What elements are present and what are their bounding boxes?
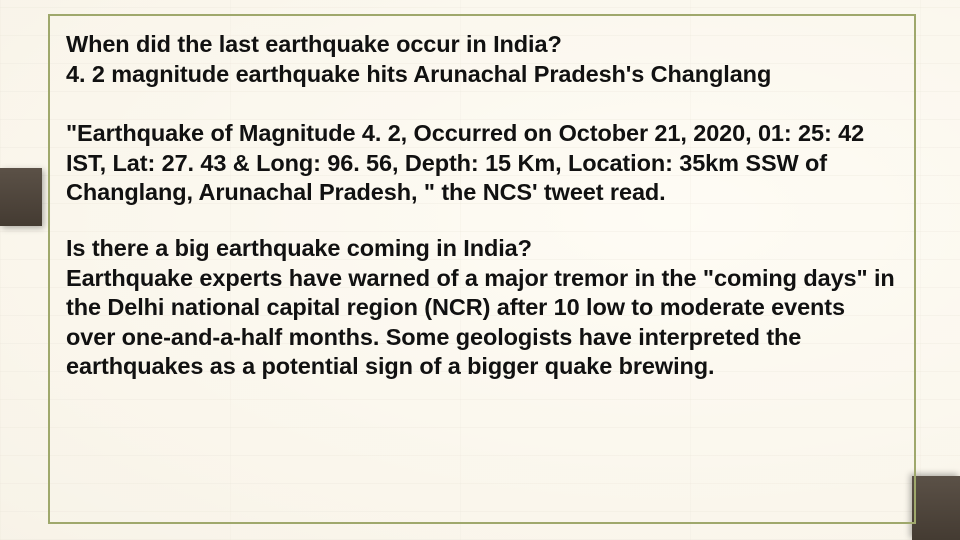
content-frame: When did the last earthquake occur in In… xyxy=(48,14,916,524)
block-2: "Earthquake of Magnitude 4. 2, Occurred … xyxy=(66,119,898,208)
spacer xyxy=(66,208,898,234)
answer-1: 4. 2 magnitude earthquake hits Arunachal… xyxy=(66,61,771,87)
question-1: When did the last earthquake occur in In… xyxy=(66,31,562,57)
block-3: Is there a big earthquake coming in Indi… xyxy=(66,234,898,382)
quote-text: "Earthquake of Magnitude 4. 2, Occurred … xyxy=(66,120,864,205)
decor-bar-right xyxy=(912,476,960,540)
spacer xyxy=(66,89,898,119)
question-2: Is there a big earthquake coming in Indi… xyxy=(66,235,532,261)
decor-bar-left xyxy=(0,168,42,226)
answer-2: Earthquake experts have warned of a majo… xyxy=(66,265,895,380)
block-1: When did the last earthquake occur in In… xyxy=(66,30,898,89)
